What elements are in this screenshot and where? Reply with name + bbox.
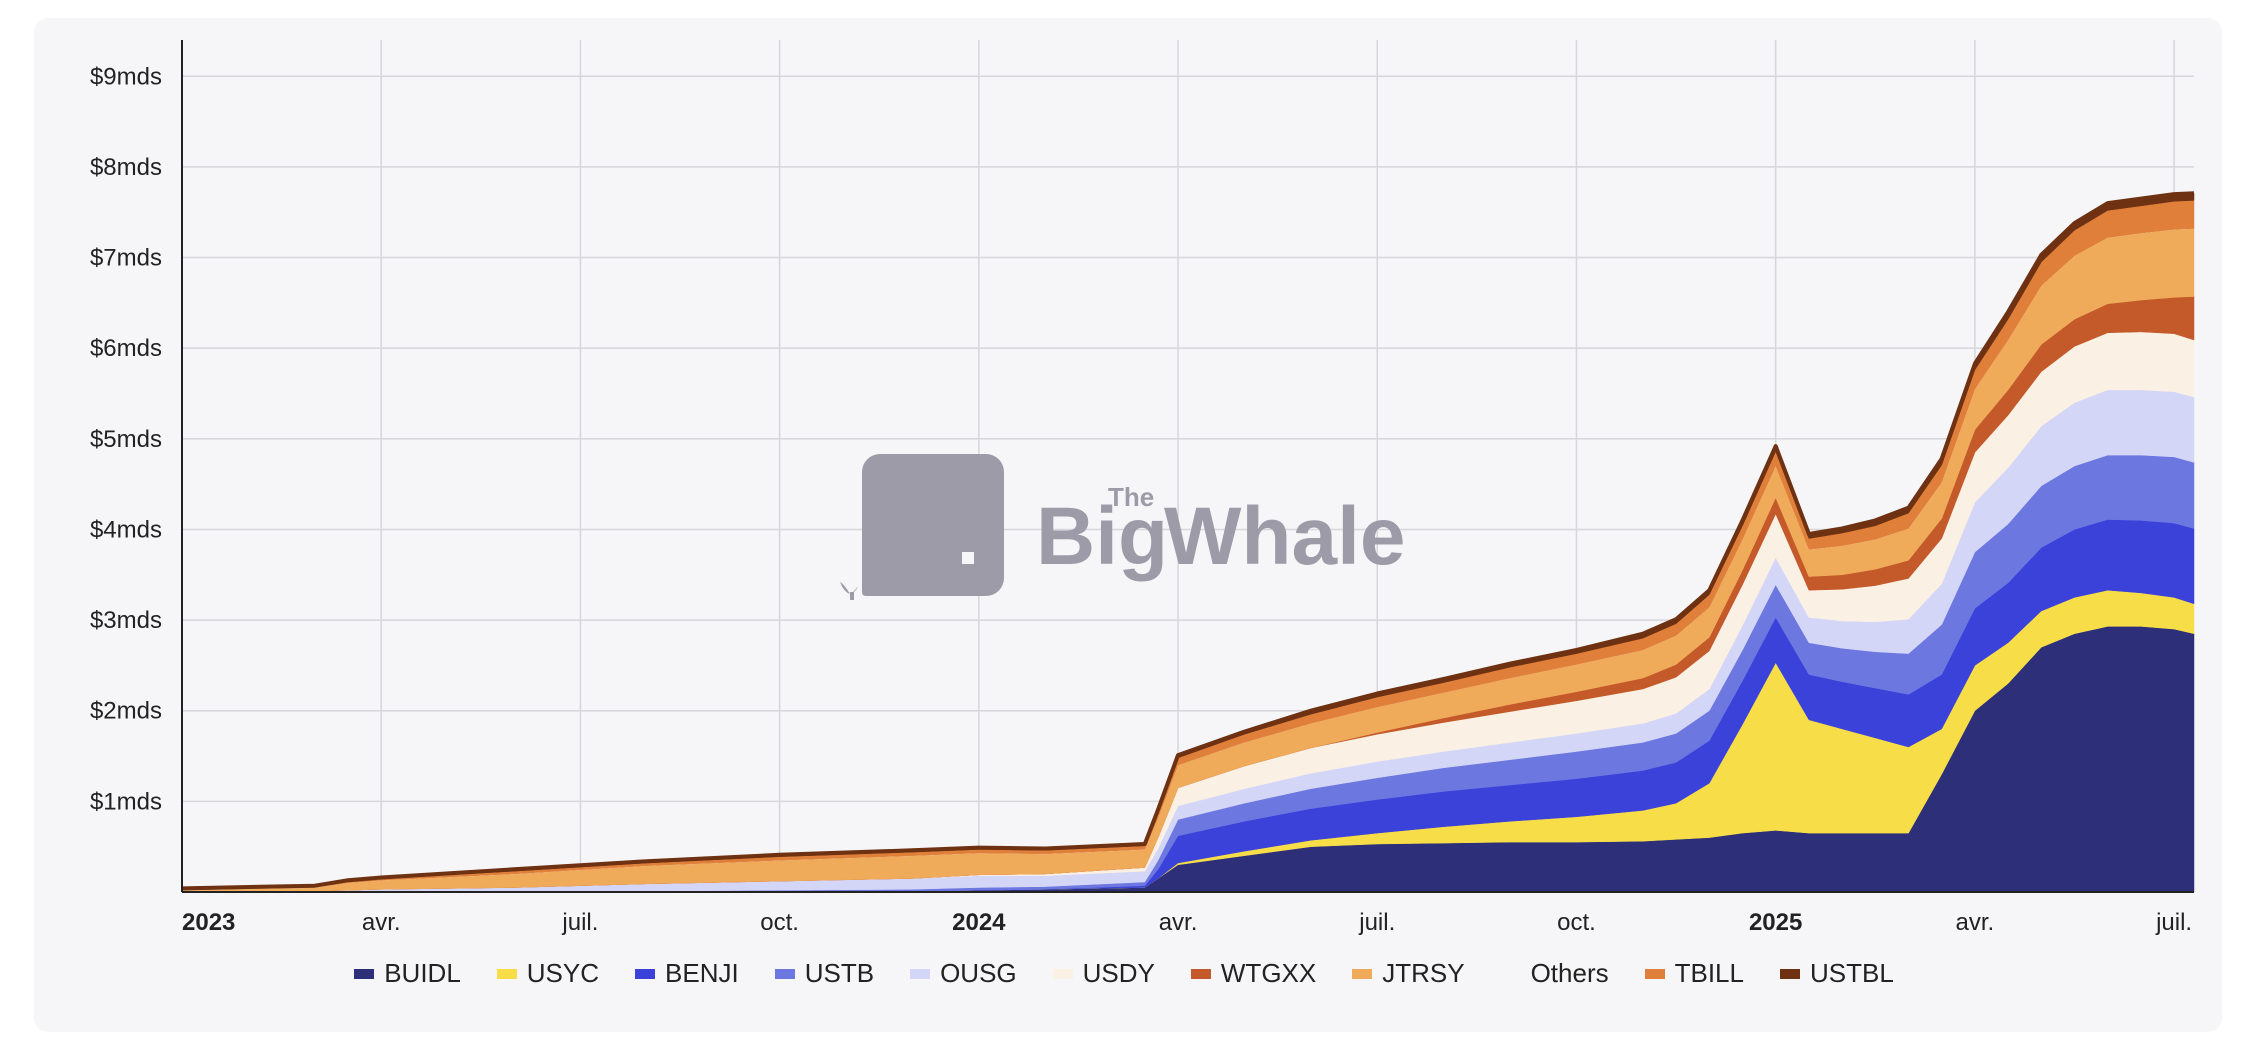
legend-swatch (1052, 968, 1073, 979)
top-outline (181, 191, 2195, 891)
legend-swatch (1352, 968, 1373, 979)
y-tick-label: $9mds (90, 63, 162, 90)
x-tick-label: avr. (1159, 909, 1198, 936)
x-tick-label: 2023 (182, 909, 235, 936)
x-tick-label: oct. (1557, 909, 1596, 936)
legend-item-ousg[interactable]: OUSG (910, 958, 1017, 989)
legend-item-wtgxx[interactable]: WTGXX (1190, 958, 1317, 989)
legend-swatch (1500, 968, 1521, 979)
legend-item-usyc[interactable]: USYC (496, 958, 600, 989)
x-tick-label: juil. (2155, 909, 2192, 936)
legend-swatch (635, 968, 656, 979)
x-tick-label: avr. (1956, 909, 1995, 936)
legend: BUIDL USYC BENJI USTB OUSG USDY WTGXX JTRSY Othe… (0, 958, 2248, 989)
axes: $1mds $2mds $3mds $4mds $5mds $6mds $7mds $8mds… (90, 40, 2194, 936)
x-tick-label: oct. (760, 909, 799, 936)
legend-label: USTB (804, 958, 875, 988)
watermark-right-word: Whale (1164, 491, 1405, 582)
legend-swatch (1779, 968, 1800, 979)
y-tick-label: $6mds (90, 335, 162, 362)
y-tick-label: $4mds (90, 516, 162, 543)
legend-label: USTBL (1809, 958, 1894, 988)
legend-item-ustbl[interactable]: USTBL (1779, 958, 1894, 989)
areas (181, 191, 2195, 893)
y-tick-label: $8mds (90, 154, 162, 181)
legend-swatch (354, 968, 375, 979)
legend-label: BENJI (665, 958, 739, 988)
watermark-logo: The Big Whale (826, 452, 1416, 617)
y-tick-label: $5mds (90, 426, 162, 453)
legend-swatch (910, 968, 931, 979)
legend-item-benji[interactable]: BENJI (635, 958, 739, 989)
watermark-small-word: The (1108, 482, 1154, 512)
legend-swatch (496, 968, 517, 979)
x-tick-label: juil. (1358, 909, 1395, 936)
legend-label: BUIDL (384, 958, 461, 988)
x-tick-label: avr. (362, 909, 401, 936)
x-tick-label: 2025 (1749, 909, 1802, 936)
legend-label: Others (1530, 958, 1609, 988)
x-tick-label: 2024 (952, 909, 1006, 936)
y-tick-label: $1mds (90, 788, 162, 815)
y-tick-label: $2mds (90, 698, 162, 725)
legend-item-buidl[interactable]: BUIDL (354, 958, 461, 989)
legend-label: TBILL (1674, 958, 1744, 988)
legend-label: USYC (526, 958, 600, 988)
legend-swatch (1190, 968, 1211, 979)
x-tick-label: juil. (561, 909, 598, 936)
legend-label: USDY (1082, 958, 1155, 988)
legend-item-jtrsy[interactable]: JTRSY (1352, 958, 1465, 989)
legend-label: WTGXX (1220, 958, 1317, 988)
y-tick-label: $7mds (90, 245, 162, 272)
watermark-left-word: Big (1036, 491, 1168, 582)
legend-item-tbill[interactable]: TBILL (1644, 958, 1744, 989)
whale-logo-icon (840, 454, 1004, 600)
legend-item-usdy[interactable]: USDY (1052, 958, 1155, 989)
legend-item-ustb[interactable]: USTB (774, 958, 875, 989)
y-tick-label: $3mds (90, 607, 162, 634)
legend-label: JTRSY (1382, 958, 1465, 988)
legend-swatch (1644, 968, 1665, 979)
legend-label: OUSG (940, 958, 1017, 988)
legend-item-others[interactable]: Others (1500, 958, 1609, 989)
legend-swatch (774, 968, 795, 979)
